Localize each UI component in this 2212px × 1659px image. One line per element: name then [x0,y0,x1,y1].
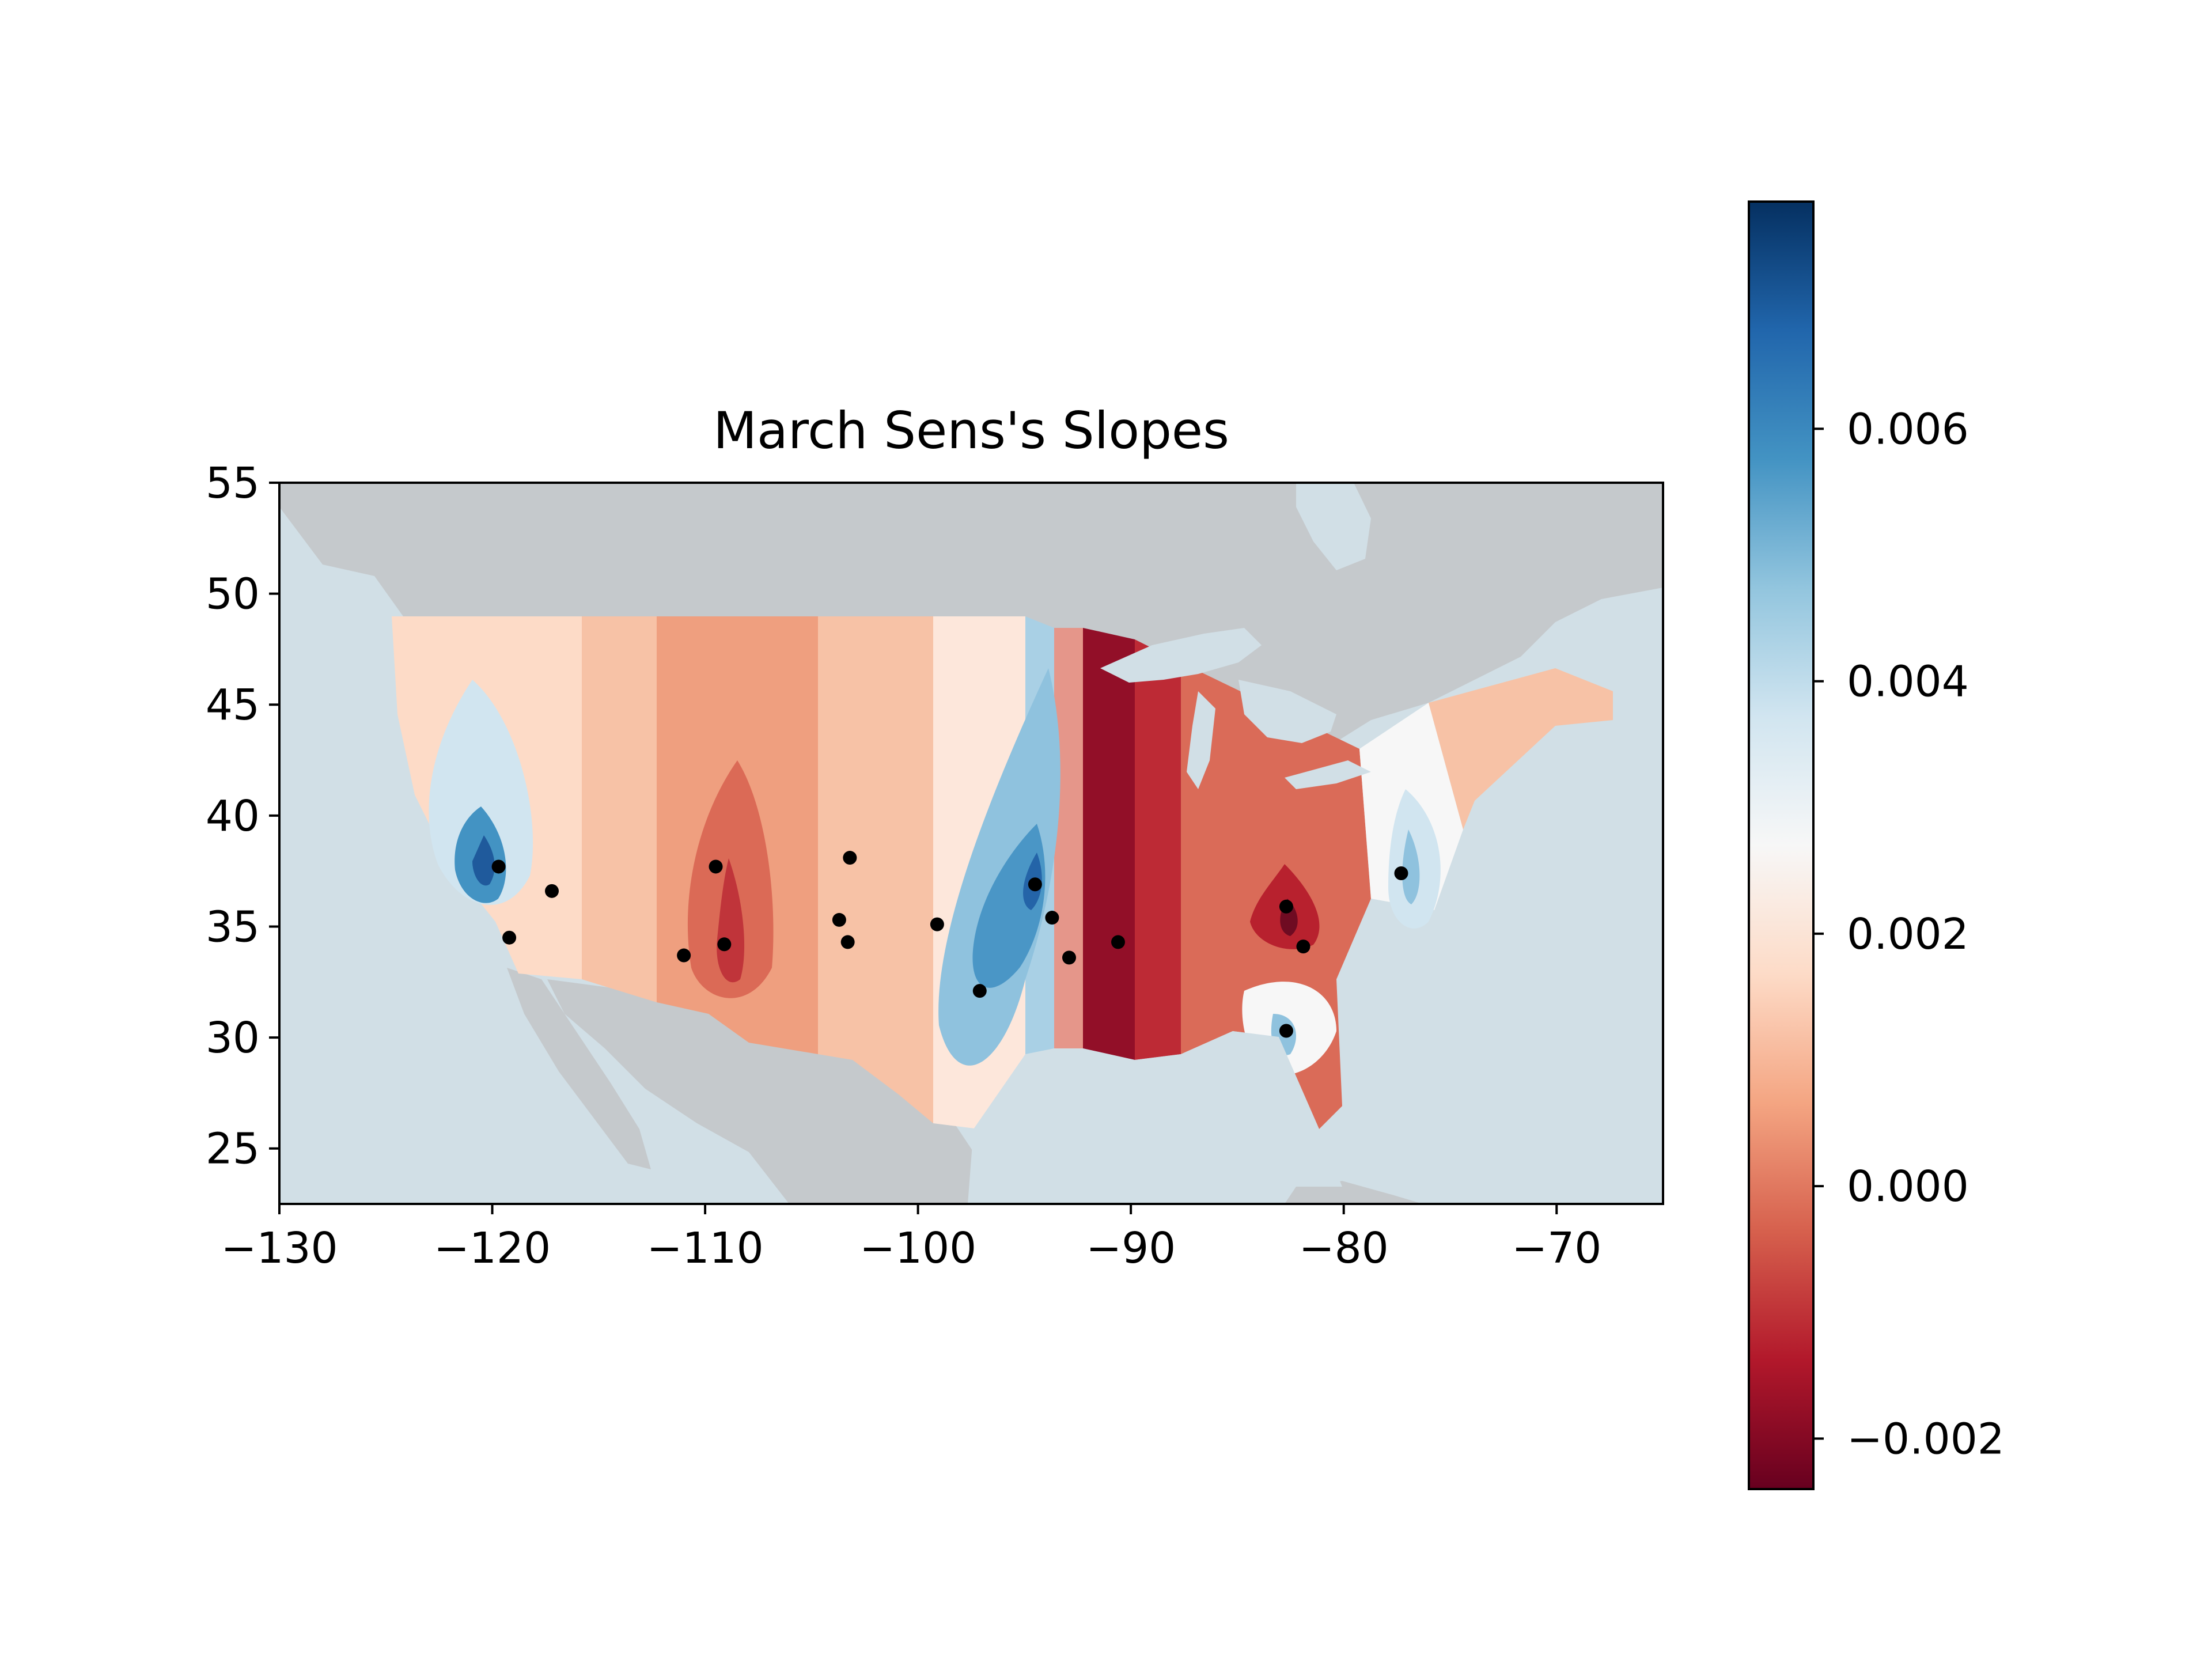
x-tick-label: −120 [434,1224,551,1273]
station-point [1111,935,1125,949]
colorbar-frame [1748,200,1815,1490]
us-band-2 [582,616,657,1002]
plot-area [279,483,1663,1204]
y-tick-label: 30 [206,1013,260,1063]
us-band-12 [1429,668,1613,830]
blob-west-coast-core [472,835,495,886]
x-tick-label: −80 [1299,1224,1389,1273]
colorbar-ticks: −0.002 0.000 0.002 0.004 0.006 [1813,404,2005,1464]
station-point [843,851,857,865]
x-tick-label: −70 [1512,1224,1601,1273]
blob-arizona-core [717,858,745,983]
us-band-7 [1054,628,1083,1048]
plot-frame [278,482,1664,1205]
mexico-land [547,979,974,1204]
station-point [930,917,944,931]
x-axis: −130 −120 −110 −100 −90 −80 −70 [221,1204,1601,1273]
us-band-4 [818,616,933,1123]
y-tick-label: 35 [206,902,260,952]
colorbar-tick-label: 0.002 [1847,910,1969,959]
y-tick-label: 45 [206,680,260,730]
x-tick-label: −130 [221,1224,338,1273]
blob-virginia-core [1402,830,1420,904]
station-point [972,984,987,998]
station-point [1028,877,1042,892]
us-band-8 [1083,628,1135,1060]
station-point [1045,911,1059,925]
y-axis: 25 30 35 40 45 50 55 [206,459,279,1174]
colorbar: −0.002 0.000 0.002 0.004 0.006 [1748,200,2005,1490]
colorbar-tick-label: −0.002 [1847,1414,2005,1464]
station-point [1279,1024,1293,1038]
baja-peninsula [507,968,651,1169]
colorbar-tick-label: 0.006 [1847,404,1969,454]
chart-title: March Sens's Slopes [713,401,1229,460]
colorbar-fill [1749,202,1813,1489]
stations-layer [491,851,1408,1038]
station-point [677,948,691,963]
station-point [491,859,506,874]
colorbar-tick-label: 0.004 [1847,657,1969,707]
station-point [502,930,517,945]
colorbar-tick-label: 0.000 [1847,1162,1969,1211]
station-point [832,912,846,927]
blob-texas [938,668,1060,1066]
station-point [709,859,723,874]
us-band-9 [1135,639,1181,1060]
y-tick-label: 25 [206,1124,260,1174]
gulf-of-mexico [968,1031,1342,1204]
station-point [1062,950,1076,965]
station-point [1394,866,1408,881]
station-point [1279,899,1293,914]
blob-west-coast [429,680,533,905]
y-tick-label: 50 [206,570,260,619]
hudson-bay [1296,483,1371,570]
blob-texas-inner [972,824,1046,988]
x-tick-label: −90 [1086,1224,1176,1273]
station-point [545,884,559,898]
x-tick-label: −100 [859,1224,976,1273]
y-tick-label: 55 [206,459,260,508]
great-lakes [1100,628,1371,789]
x-tick-label: −110 [646,1224,763,1273]
station-point [1296,940,1310,954]
station-point [717,937,732,952]
y-tick-label: 40 [206,791,260,841]
station-point [840,935,855,949]
